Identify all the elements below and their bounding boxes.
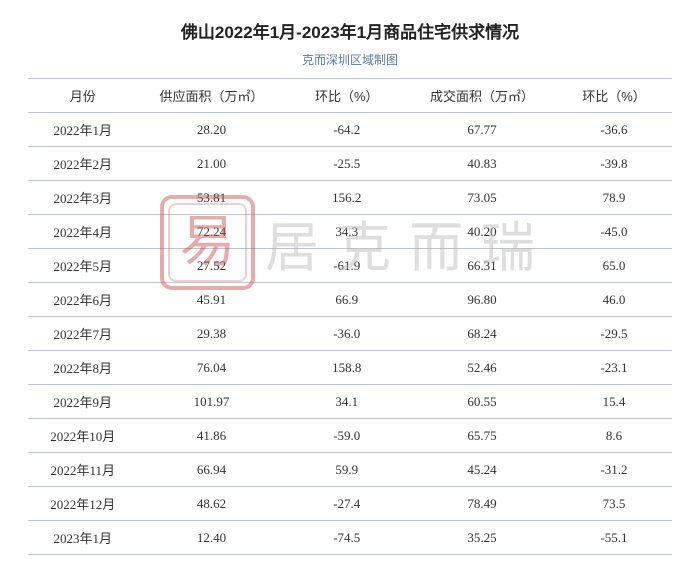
cell-month: 2022年5月 xyxy=(28,249,137,283)
table-row: 2022年12月48.62-27.478.4973.5 xyxy=(28,487,672,521)
cell-month: 2022年2月 xyxy=(28,147,137,181)
cell-supply-mom: -25.5 xyxy=(286,147,408,181)
table-row: 2022年11月66.9459.945.24-31.2 xyxy=(28,453,672,487)
cell-month: 2022年4月 xyxy=(28,215,137,249)
table-body: 2022年1月28.20-64.267.77-36.6 2022年2月21.00… xyxy=(28,113,672,555)
cell-deal-area: 40.20 xyxy=(408,215,556,249)
table-row: 2022年9月101.9734.160.5515.4 xyxy=(28,385,672,419)
cell-supply-mom: -36.0 xyxy=(286,317,408,351)
cell-month: 2022年1月 xyxy=(28,113,137,147)
table-row: 2022年8月76.04158.852.46-23.1 xyxy=(28,351,672,385)
cell-supply-area: 21.00 xyxy=(137,147,285,181)
cell-deal-mom: 46.0 xyxy=(556,283,672,317)
cell-deal-mom: -39.8 xyxy=(556,147,672,181)
cell-deal-area: 52.46 xyxy=(408,351,556,385)
cell-deal-area: 60.55 xyxy=(408,385,556,419)
cell-supply-mom: -61.9 xyxy=(286,249,408,283)
col-header-deal-area: 成交面积（万㎡） xyxy=(408,79,556,113)
col-header-deal-mom: 环比（%） xyxy=(556,79,672,113)
cell-supply-mom: 158.8 xyxy=(286,351,408,385)
data-table: 月份 供应面积（万㎡） 环比（%） 成交面积（万㎡） 环比（%） 2022年1月… xyxy=(28,78,672,555)
table-row: 2022年7月29.38-36.068.24-29.5 xyxy=(28,317,672,351)
cell-deal-mom: -55.1 xyxy=(556,521,672,555)
cell-supply-area: 53.81 xyxy=(137,181,285,215)
cell-supply-area: 27.52 xyxy=(137,249,285,283)
cell-supply-area: 28.20 xyxy=(137,113,285,147)
cell-supply-area: 41.86 xyxy=(137,419,285,453)
cell-month: 2022年9月 xyxy=(28,385,137,419)
cell-deal-mom: 78.9 xyxy=(556,181,672,215)
table-row: 2022年1月28.20-64.267.77-36.6 xyxy=(28,113,672,147)
col-header-supply-area: 供应面积（万㎡） xyxy=(137,79,285,113)
cell-supply-mom: -64.2 xyxy=(286,113,408,147)
cell-month: 2022年6月 xyxy=(28,283,137,317)
cell-supply-area: 29.38 xyxy=(137,317,285,351)
cell-deal-area: 40.83 xyxy=(408,147,556,181)
cell-deal-mom: -36.6 xyxy=(556,113,672,147)
cell-month: 2022年7月 xyxy=(28,317,137,351)
cell-month: 2023年1月 xyxy=(28,521,137,555)
table-row: 2022年6月45.9166.996.8046.0 xyxy=(28,283,672,317)
cell-deal-area: 66.31 xyxy=(408,249,556,283)
table-row: 2022年5月27.52-61.966.3165.0 xyxy=(28,249,672,283)
cell-deal-mom: -29.5 xyxy=(556,317,672,351)
cell-deal-area: 78.49 xyxy=(408,487,556,521)
cell-deal-mom: 15.4 xyxy=(556,385,672,419)
cell-month: 2022年3月 xyxy=(28,181,137,215)
cell-supply-mom: 34.3 xyxy=(286,215,408,249)
cell-deal-mom: -45.0 xyxy=(556,215,672,249)
cell-supply-mom: 59.9 xyxy=(286,453,408,487)
cell-supply-area: 72.24 xyxy=(137,215,285,249)
cell-supply-area: 45.91 xyxy=(137,283,285,317)
cell-supply-area: 101.97 xyxy=(137,385,285,419)
cell-deal-area: 68.24 xyxy=(408,317,556,351)
cell-deal-area: 96.80 xyxy=(408,283,556,317)
cell-supply-mom: 34.1 xyxy=(286,385,408,419)
cell-month: 2022年8月 xyxy=(28,351,137,385)
cell-deal-area: 65.75 xyxy=(408,419,556,453)
table-row: 2022年10月41.86-59.065.758.6 xyxy=(28,419,672,453)
cell-deal-area: 67.77 xyxy=(408,113,556,147)
page-title: 佛山2022年1月-2023年1月商品住宅供求情况 xyxy=(28,18,672,43)
cell-supply-mom: -74.5 xyxy=(286,521,408,555)
cell-supply-area: 48.62 xyxy=(137,487,285,521)
report-container: 佛山2022年1月-2023年1月商品住宅供求情况 克而深圳区域制图 月份 供应… xyxy=(0,0,700,565)
cell-month: 2022年11月 xyxy=(28,453,137,487)
page-subtitle: 克而深圳区域制图 xyxy=(28,51,672,68)
table-row: 2022年3月53.81156.273.0578.9 xyxy=(28,181,672,215)
col-header-supply-mom: 环比（%） xyxy=(286,79,408,113)
table-row: 2022年4月72.2434.340.20-45.0 xyxy=(28,215,672,249)
cell-supply-mom: 66.9 xyxy=(286,283,408,317)
cell-supply-area: 12.40 xyxy=(137,521,285,555)
cell-month: 2022年10月 xyxy=(28,419,137,453)
cell-supply-area: 76.04 xyxy=(137,351,285,385)
cell-deal-mom: 8.6 xyxy=(556,419,672,453)
cell-deal-mom: -31.2 xyxy=(556,453,672,487)
cell-deal-mom: 65.0 xyxy=(556,249,672,283)
cell-supply-area: 66.94 xyxy=(137,453,285,487)
cell-supply-mom: -27.4 xyxy=(286,487,408,521)
cell-deal-area: 73.05 xyxy=(408,181,556,215)
cell-deal-area: 45.24 xyxy=(408,453,556,487)
cell-deal-area: 35.25 xyxy=(408,521,556,555)
col-header-month: 月份 xyxy=(28,79,137,113)
table-header-row: 月份 供应面积（万㎡） 环比（%） 成交面积（万㎡） 环比（%） xyxy=(28,79,672,113)
cell-deal-mom: -23.1 xyxy=(556,351,672,385)
cell-supply-mom: -59.0 xyxy=(286,419,408,453)
cell-supply-mom: 156.2 xyxy=(286,181,408,215)
table-row: 2022年2月21.00-25.540.83-39.8 xyxy=(28,147,672,181)
table-row: 2023年1月12.40-74.535.25-55.1 xyxy=(28,521,672,555)
cell-month: 2022年12月 xyxy=(28,487,137,521)
cell-deal-mom: 73.5 xyxy=(556,487,672,521)
